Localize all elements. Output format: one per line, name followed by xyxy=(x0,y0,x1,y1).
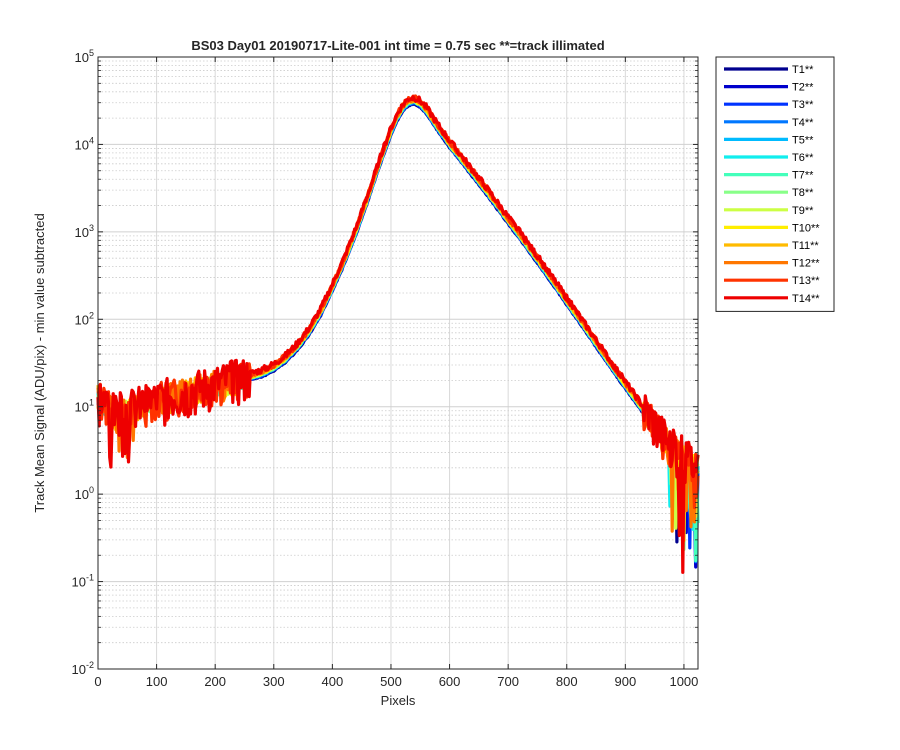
grid xyxy=(98,57,698,669)
legend-label: T5** xyxy=(792,134,814,146)
series-lines xyxy=(96,94,700,574)
series-line xyxy=(96,95,700,574)
legend-label: T9** xyxy=(792,205,814,217)
series-line xyxy=(96,101,700,550)
legend-label: T2** xyxy=(792,82,814,94)
legend-label: T11** xyxy=(792,240,819,252)
legend-label: T6** xyxy=(792,152,814,164)
y-tick-label: 10-2 xyxy=(72,660,94,677)
x-tick-label: 200 xyxy=(204,674,226,689)
legend-label: T13** xyxy=(792,275,820,287)
series-line xyxy=(96,97,700,530)
x-tick-label: 500 xyxy=(380,674,402,689)
series-line xyxy=(96,96,700,533)
series-line xyxy=(96,94,700,510)
x-tick-label: 900 xyxy=(614,674,636,689)
y-tick-label: 10-1 xyxy=(72,573,94,590)
x-tick-label: 800 xyxy=(556,674,578,689)
legend-label: T8** xyxy=(792,187,814,199)
series-line xyxy=(96,102,700,544)
legend-label: T3** xyxy=(792,99,814,111)
axes-frame xyxy=(97,56,699,670)
ticks: 0 100 200 300 400 500 600 700 800 900 1000 10-2 10-1… xyxy=(72,48,699,689)
x-tick-label: 1000 xyxy=(669,674,698,689)
x-tick-label: 600 xyxy=(439,674,461,689)
x-tick-label: 100 xyxy=(146,674,168,689)
legend-label: T14** xyxy=(792,293,820,305)
legend-label: T7** xyxy=(792,170,814,182)
y-tick-label: 103 xyxy=(75,223,94,240)
series-line xyxy=(96,99,700,563)
y-tick-label: 102 xyxy=(75,310,94,327)
series-line xyxy=(96,101,700,569)
x-tick-label: 0 xyxy=(94,674,101,689)
x-axis-label: Pixels xyxy=(381,693,416,708)
series-line xyxy=(96,98,700,552)
y-tick-label: 100 xyxy=(75,485,94,502)
legend-label: T12** xyxy=(792,258,820,270)
legend-label: T4** xyxy=(792,117,814,129)
legend-label: T10** xyxy=(792,222,820,234)
x-tick-label: 700 xyxy=(497,674,519,689)
y-tick-label: 101 xyxy=(75,398,94,415)
legend-box xyxy=(715,56,835,312)
legend-label: T1** xyxy=(792,64,814,76)
series-line xyxy=(96,100,700,532)
y-tick-label: 105 xyxy=(75,48,94,65)
series-line xyxy=(96,99,700,531)
y-axis-label: Track Mean Signal (ADU/pix) - min value … xyxy=(32,213,47,512)
x-tick-label: 300 xyxy=(263,674,285,689)
chart-title: BS03 Day01 20190717-Lite-001 int time = … xyxy=(191,38,604,53)
y-tick-label: 104 xyxy=(75,135,94,152)
x-tick-label: 400 xyxy=(322,674,344,689)
series-line xyxy=(96,100,700,564)
legend: T1** T2** T3** T4** T5** T6** T7** T8** T9** T10*… xyxy=(715,56,835,312)
